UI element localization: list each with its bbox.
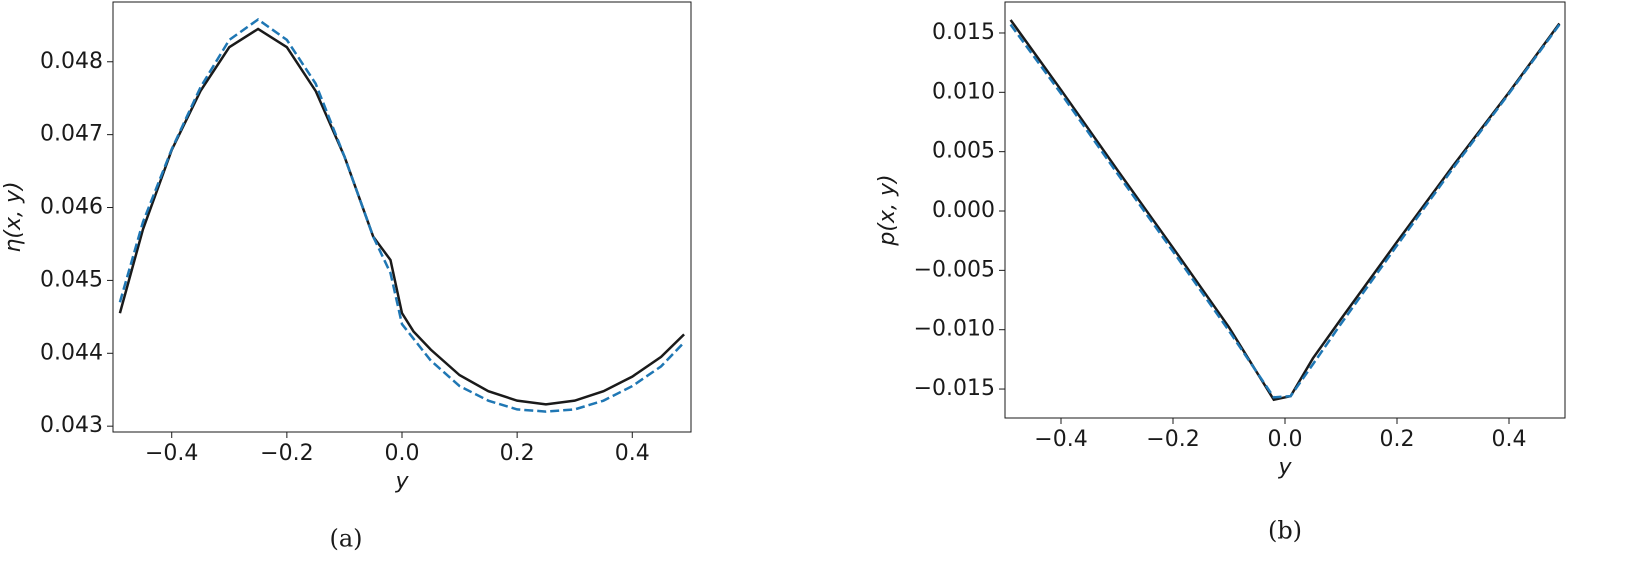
y-axis-label: η(x, y) [1,181,26,252]
y-tick-label: 0.046 [40,195,103,220]
x-tick-label: 0.2 [1380,427,1415,452]
y-tick-label: 0.048 [40,49,103,74]
caption: (a) [329,525,362,553]
y-tick-label: 0.043 [40,413,103,438]
x-axis-label: y [394,469,409,494]
series-line [118,17,685,413]
caption: (b) [1268,517,1302,545]
y-tick-label: 0.005 [932,139,995,164]
y-tick-label: 0.047 [40,122,103,147]
x-tick-label: 0.0 [385,441,420,466]
x-tick-label: 0.4 [615,441,650,466]
y-tick-label: 0.000 [932,198,995,223]
y-tick-label: −0.015 [914,376,995,401]
y-axis-label: p(x, y) [875,174,900,246]
x-tick-label: −0.2 [260,441,313,466]
series-line [118,27,685,406]
series-line [1009,23,1561,399]
y-tick-label: −0.005 [914,257,995,282]
y-tick-label: −0.010 [914,317,995,342]
y-tick-label: 0.045 [40,267,103,292]
x-tick-label: −0.4 [145,441,198,466]
x-tick-label: −0.4 [1034,427,1087,452]
x-tick-label: 0.0 [1268,427,1303,452]
plot-frame [1004,1,1566,419]
y-tick-label: 0.015 [932,20,995,45]
x-tick-label: 0.4 [1492,427,1527,452]
series-line [1009,19,1561,402]
y-tick-label: 0.044 [40,340,103,365]
x-tick-label: −0.2 [1146,427,1199,452]
y-tick-label: 0.010 [932,79,995,104]
plot-frame [112,1,692,433]
x-tick-label: 0.2 [500,441,535,466]
x-axis-label: y [1277,455,1292,480]
